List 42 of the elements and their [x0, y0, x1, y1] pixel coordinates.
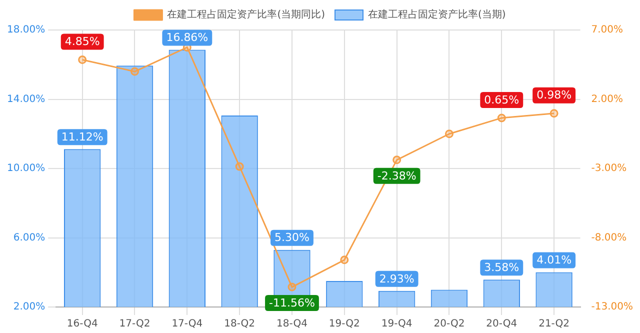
x-tick-label: 16-Q4 [66, 318, 98, 330]
data-label: 4.85% [64, 35, 100, 48]
data-label: 5.30% [274, 231, 310, 244]
point [497, 114, 506, 122]
y2-tick-label: -13.00% [591, 302, 634, 313]
x-tick-label: 19-Q4 [381, 318, 412, 330]
point [444, 130, 454, 138]
y2-tick-label: 2.00% [591, 94, 624, 105]
y-tick-label: 6.00% [13, 232, 46, 244]
point [340, 256, 349, 264]
legend-label: 在建工程占固定资产比率(当期) [368, 8, 506, 21]
x-tick-label: 20-Q4 [486, 318, 518, 330]
data-label: 0.98% [536, 88, 572, 102]
y2-tick-label: -8.00% [591, 232, 627, 244]
y-tick-label: 10.00% [6, 163, 46, 174]
x-tick-label: 20-Q2 [434, 318, 465, 330]
data-label: 16.86% [166, 31, 208, 44]
x-tick-label: 17-Q4 [172, 318, 203, 330]
point [78, 56, 87, 64]
data-label: 11.12% [61, 130, 104, 144]
data-label: 4.01% [536, 254, 572, 267]
point [130, 67, 139, 76]
data-label: 2.93% [379, 272, 414, 286]
point [392, 156, 402, 164]
point [235, 162, 244, 171]
data-label: 3.58% [484, 261, 520, 274]
x-tick-label: 18-Q4 [276, 318, 308, 330]
x-tick-label: 19-Q2 [328, 318, 360, 330]
point [288, 282, 296, 292]
y2-tick-label: -3.00% [591, 163, 627, 174]
y-tick-label: 18.00% [6, 24, 46, 36]
point [550, 109, 558, 118]
legend-label: 在建工程占固定资产比率(当期同比) [167, 8, 326, 21]
y-tick-label: 2.00% [13, 302, 46, 313]
x-tick-label: 18-Q2 [224, 318, 256, 330]
data-label: -2.38% [377, 169, 416, 182]
y2-tick-label: 7.00% [591, 24, 624, 36]
y-tick-label: 14.00% [6, 94, 46, 105]
x-tick-label: 21-Q2 [538, 318, 570, 330]
data-label: -11.56% [269, 296, 315, 310]
x-tick-label: 17-Q2 [119, 318, 150, 330]
data-label: 0.65% [484, 93, 520, 106]
